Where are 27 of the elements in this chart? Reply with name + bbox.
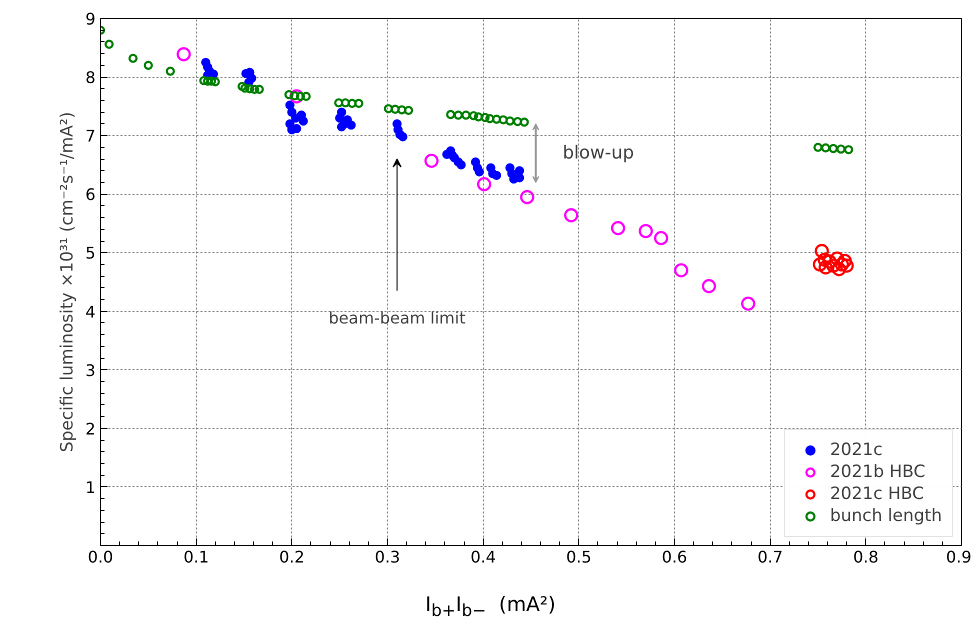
legend-label: 2021c HBC <box>830 484 924 504</box>
y-tick-label: 9 <box>85 10 96 28</box>
y-tick-label: 4 <box>85 302 96 322</box>
legend-label: bunch length <box>830 506 942 526</box>
x-tick-label: 0.1 <box>183 548 209 566</box>
y-axis-title: Specific luminosity ×10³¹ (cm⁻²s⁻¹/mA²) <box>57 112 78 452</box>
x-tick-label: 0.8 <box>853 548 879 566</box>
legend-label: 2021c <box>830 440 883 460</box>
x-tick-label: 0.7 <box>757 548 783 566</box>
legend-label: 2021b HBC <box>830 462 926 482</box>
x-tick-label: 0.5 <box>566 548 592 566</box>
annotation: beam-beam limit <box>328 308 466 328</box>
y-tick-label: 5 <box>85 244 96 263</box>
annotation: blow-up <box>562 142 634 164</box>
x-tick-label: 0.3 <box>374 548 400 566</box>
x-tick-label: 0.2 <box>279 548 305 566</box>
y-tick-label: 2 <box>85 419 96 438</box>
x-tick-label: 0.0 <box>88 548 114 566</box>
y-tick-label: 7 <box>85 126 96 146</box>
x-tick-label: 0.4 <box>470 548 496 566</box>
y-tick-label: 3 <box>85 360 96 380</box>
x-tick-label: 0.6 <box>662 548 688 566</box>
y-tick-label: 8 <box>85 68 96 88</box>
y-tick-label: 6 <box>85 185 96 204</box>
x-tick-label: 0.9 <box>946 548 971 566</box>
x-axis-title: I$_{b+}$I$_{b−}$ (mA²) <box>424 591 557 622</box>
y-tick-label: 1 <box>85 478 96 497</box>
